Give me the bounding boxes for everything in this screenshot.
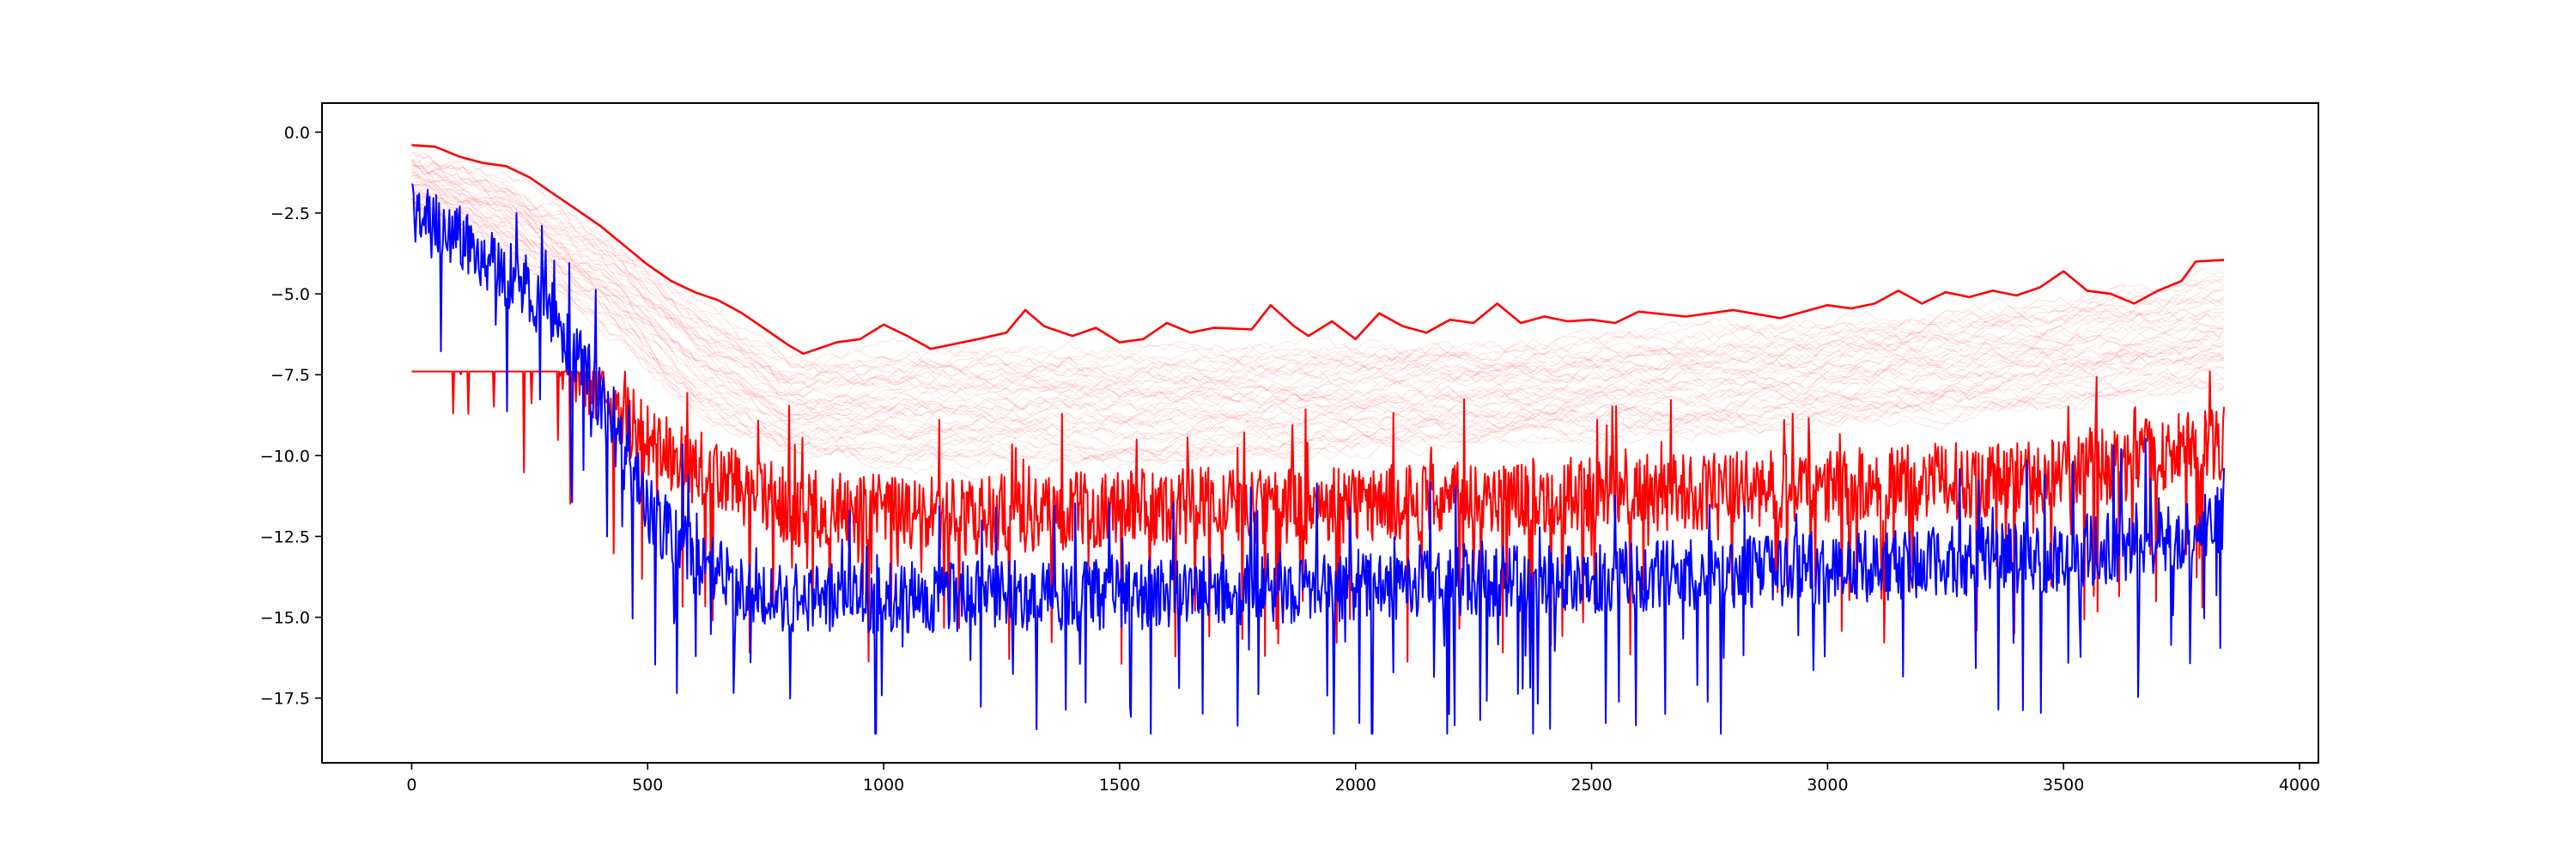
- x-tick-label-500: 500: [632, 776, 663, 795]
- x-tick-label-0: 0: [406, 776, 416, 795]
- band-line-12: [411, 168, 2225, 393]
- x-tick-label-4000: 4000: [2279, 776, 2320, 795]
- band-line-0: [411, 160, 2225, 363]
- noisy-series-line-1: [410, 183, 2226, 735]
- band-line-18: [411, 171, 2225, 417]
- faint-band-lines: [410, 151, 2225, 480]
- band-line-35: [411, 198, 2225, 450]
- x-tick-label-2000: 2000: [1335, 776, 1376, 795]
- series-lines: [410, 143, 2226, 735]
- envelope-line-0: [411, 143, 2225, 356]
- band-line-22: [411, 180, 2225, 424]
- band-line-24: [411, 184, 2225, 420]
- band-line-10: [411, 164, 2225, 399]
- x-tick-label-1000: 1000: [863, 776, 904, 795]
- band-line-39: [411, 201, 2225, 470]
- x-tick-label-3000: 3000: [1807, 776, 1848, 795]
- x-axis-ticks: 0 500 1000 1500 2000 2500 3000 3500 4000: [406, 763, 2320, 795]
- band-line-40: [411, 204, 2225, 467]
- x-tick-label-3500: 3500: [2043, 776, 2084, 795]
- band-line-1: [411, 151, 2225, 369]
- band-line-20: [411, 177, 2225, 423]
- band-line-36: [411, 203, 2225, 456]
- band-line-9: [411, 164, 2225, 385]
- band-line-7: [411, 164, 2225, 384]
- band-line-19: [411, 173, 2225, 410]
- y-tick-label-1: −2.5: [270, 204, 310, 223]
- band-line-3: [411, 155, 2225, 377]
- band-line-32: [411, 190, 2225, 447]
- y-tick-label-2: −5.0: [270, 285, 310, 304]
- band-line-29: [411, 183, 2225, 438]
- x-tick-label-2500: 2500: [1571, 776, 1612, 795]
- band-line-44: [411, 205, 2225, 480]
- band-line-6: [411, 159, 2225, 379]
- band-line-42: [411, 208, 2225, 465]
- band-line-26: [411, 183, 2225, 428]
- band-line-30: [411, 190, 2225, 439]
- band-line-13: [411, 168, 2225, 398]
- band-line-43: [411, 206, 2225, 465]
- x-tick-label-1500: 1500: [1099, 776, 1140, 795]
- band-line-2: [411, 152, 2225, 371]
- band-line-34: [411, 192, 2225, 450]
- band-line-41: [411, 202, 2225, 470]
- band-line-27: [410, 186, 2225, 427]
- plot-area-frame: [321, 102, 2319, 764]
- band-line-16: [411, 172, 2225, 401]
- y-tick-label-7: −17.5: [260, 690, 310, 709]
- band-line-8: [410, 160, 2225, 393]
- band-line-17: [411, 180, 2225, 409]
- band-line-14: [411, 165, 2225, 393]
- band-line-23: [411, 180, 2225, 423]
- band-line-33: [411, 194, 2225, 446]
- band-line-31: [411, 195, 2225, 443]
- y-tick-label-0: 0.0: [284, 124, 310, 143]
- y-tick-label-3: −7.5: [270, 366, 310, 385]
- band-line-25: [411, 181, 2225, 426]
- band-line-21: [411, 174, 2225, 412]
- band-line-28: [411, 184, 2225, 435]
- y-tick-label-6: −15.0: [260, 609, 310, 628]
- y-axis-ticks: 0.0 −2.5 −5.0 −7.5 −10.0 −12.5 −15.0 −17.5: [260, 124, 322, 709]
- y-tick-label-4: −10.0: [260, 447, 310, 466]
- band-line-15: [411, 170, 2225, 410]
- band-line-38: [411, 200, 2225, 463]
- band-line-4: [411, 160, 2225, 377]
- y-tick-label-5: −12.5: [260, 527, 310, 546]
- band-line-37: [411, 198, 2225, 460]
- band-line-11: [411, 165, 2225, 388]
- band-line-5: [411, 158, 2225, 380]
